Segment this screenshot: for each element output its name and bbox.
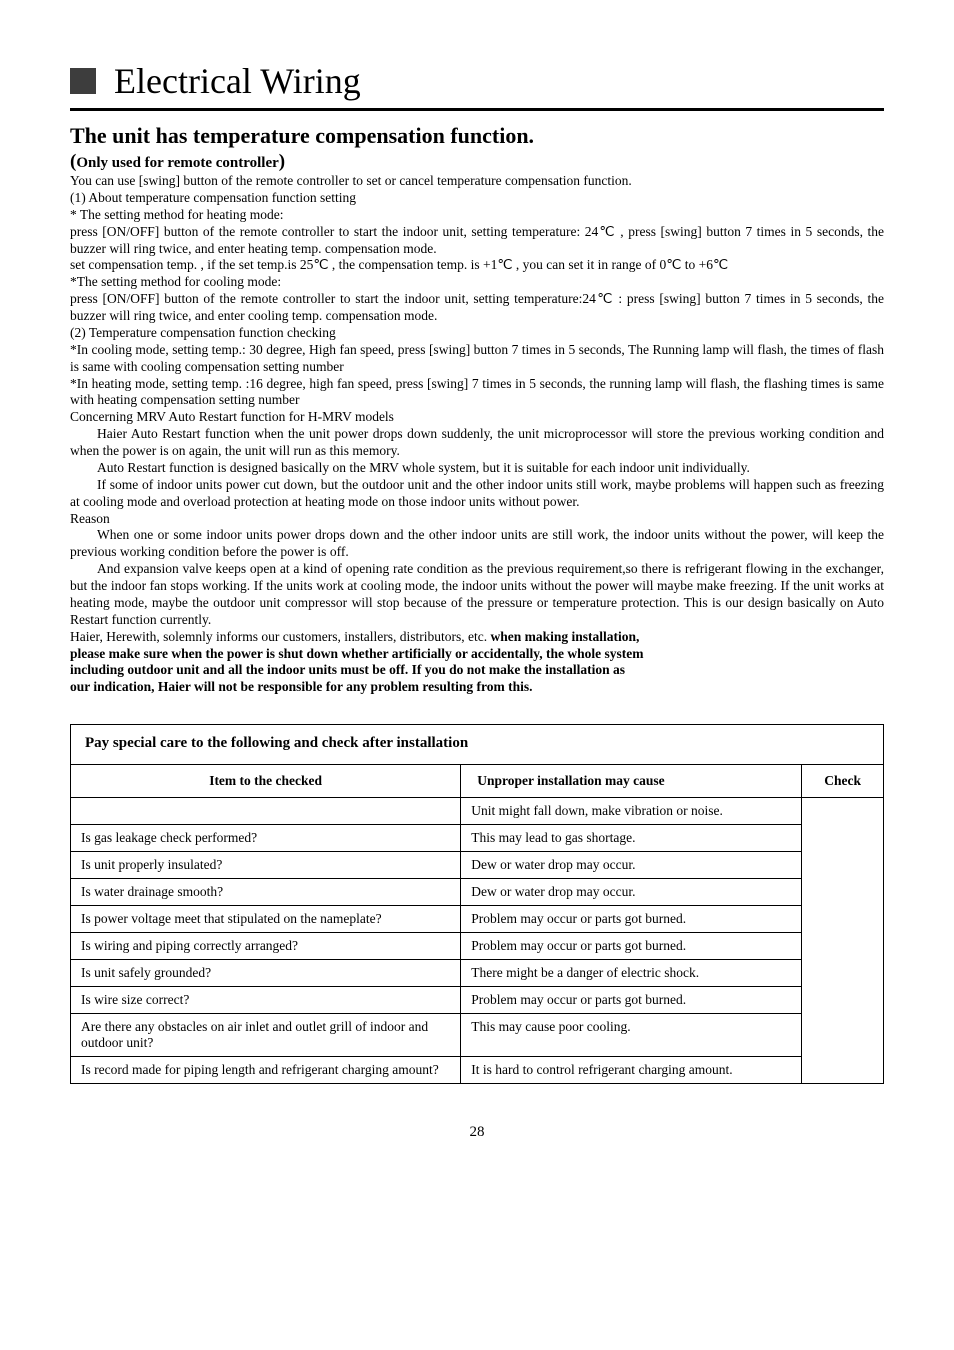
table-cell-item xyxy=(71,798,461,825)
table-cell-cause: This may cause poor cooling. xyxy=(461,1014,802,1057)
table-cell-cause: Dew or water drop may occur. xyxy=(461,852,802,879)
heading-bullet-square xyxy=(70,68,96,94)
paragraph: If some of indoor units power cut down, … xyxy=(70,477,884,511)
paragraph: our indication, Haier will not be respon… xyxy=(70,679,884,696)
table-cell-check xyxy=(802,798,883,1084)
table-cell-item: Is gas leakage check performed? xyxy=(71,825,461,852)
table-cell-item: Is wiring and piping correctly arranged? xyxy=(71,933,461,960)
table-row: Is wiring and piping correctly arranged?… xyxy=(71,933,883,960)
page-heading-row: Electrical Wiring xyxy=(70,60,884,102)
subnote-text: Only used for remote controller xyxy=(76,155,278,171)
page-heading: Electrical Wiring xyxy=(114,60,361,102)
paragraph: *The setting method for cooling mode: xyxy=(70,274,884,291)
table-cell-item: Is water drainage smooth? xyxy=(71,879,461,906)
table-row: Is unit safely grounded?There might be a… xyxy=(71,960,883,987)
section-subheading: The unit has temperature compensation fu… xyxy=(70,123,884,149)
paragraph: You can use [swing] button of the remote… xyxy=(70,173,884,190)
paragraph: press [ON/OFF] button of the remote cont… xyxy=(70,224,884,258)
table-cell-item: Are there any obstacles on air inlet and… xyxy=(71,1014,461,1057)
table-row: Is power voltage meet that stipulated on… xyxy=(71,906,883,933)
paragraph-bold: when making installation, xyxy=(491,629,640,644)
table-cell-item: Is unit safely grounded? xyxy=(71,960,461,987)
heading-rule xyxy=(70,108,884,111)
table-caption: Pay special care to the following and ch… xyxy=(71,725,883,764)
paragraph: *In heating mode, setting temp. :16 degr… xyxy=(70,376,884,410)
table-row: Is unit properly insulated?Dew or water … xyxy=(71,852,883,879)
paragraph: * The setting method for heating mode: xyxy=(70,207,884,224)
paragraph: Reason xyxy=(70,511,884,528)
table-header-item: Item to the checked xyxy=(71,765,461,798)
paragraph: (2) Temperature compensation function ch… xyxy=(70,325,884,342)
table-row: Is record made for piping length and ref… xyxy=(71,1057,883,1084)
page-number: 28 xyxy=(70,1124,884,1141)
paragraph: Auto Restart function is designed basica… xyxy=(70,460,884,477)
paragraph: Concerning MRV Auto Restart function for… xyxy=(70,409,884,426)
table-row: Is wire size correct?Problem may occur o… xyxy=(71,987,883,1014)
table-header-check: Check xyxy=(802,765,883,798)
table-cell-cause: This may lead to gas shortage. xyxy=(461,825,802,852)
table-cell-item: Is wire size correct? xyxy=(71,987,461,1014)
paragraph: And expansion valve keeps open at a kind… xyxy=(70,561,884,629)
paragraph: (1) About temperature compensation funct… xyxy=(70,190,884,207)
table-header-cause: Unproper installation may cause xyxy=(461,765,802,798)
table-header-row: Item to the checked Unproper installatio… xyxy=(71,765,883,798)
paragraph: *In cooling mode, setting temp.: 30 degr… xyxy=(70,342,884,376)
table-cell-item: Is unit properly insulated? xyxy=(71,852,461,879)
body-text: You can use [swing] button of the remote… xyxy=(70,173,884,696)
paragraph: Haier Auto Restart function when the uni… xyxy=(70,426,884,460)
paragraph: please make sure when the power is shut … xyxy=(70,646,884,663)
table-cell-cause: There might be a danger of electric shoc… xyxy=(461,960,802,987)
table-cell-cause: Problem may occur or parts got burned. xyxy=(461,933,802,960)
table-cell-item: Is power voltage meet that stipulated on… xyxy=(71,906,461,933)
paragraph: Haier, Herewith, solemnly informs our cu… xyxy=(70,629,884,646)
table-row: Is water drainage smooth?Dew or water dr… xyxy=(71,879,883,906)
table-row: Unit might fall down, make vibration or … xyxy=(71,798,883,825)
section-subnote: (Only used for remote controller) xyxy=(70,151,884,173)
paragraph-part: Haier, Herewith, solemnly informs our cu… xyxy=(70,629,491,644)
table-row: Are there any obstacles on air inlet and… xyxy=(71,1014,883,1057)
paragraph: press [ON/OFF] button of the remote cont… xyxy=(70,291,884,325)
table-cell-cause: Problem may occur or parts got burned. xyxy=(461,906,802,933)
table-row: Is gas leakage check performed?This may … xyxy=(71,825,883,852)
table-cell-cause: It is hard to control refrigerant chargi… xyxy=(461,1057,802,1084)
paragraph: set compensation temp. , if the set temp… xyxy=(70,257,884,274)
paren-close: ) xyxy=(279,151,285,172)
table-cell-cause: Problem may occur or parts got burned. xyxy=(461,987,802,1014)
table-cell-cause: Unit might fall down, make vibration or … xyxy=(461,798,802,825)
paragraph: When one or some indoor units power drop… xyxy=(70,527,884,561)
paragraph: including outdoor unit and all the indoo… xyxy=(70,662,884,679)
table-cell-item: Is record made for piping length and ref… xyxy=(71,1057,461,1084)
table-cell-cause: Dew or water drop may occur. xyxy=(461,879,802,906)
installation-check-table-wrap: Pay special care to the following and ch… xyxy=(70,724,884,1084)
installation-check-table: Item to the checked Unproper installatio… xyxy=(71,764,883,1083)
